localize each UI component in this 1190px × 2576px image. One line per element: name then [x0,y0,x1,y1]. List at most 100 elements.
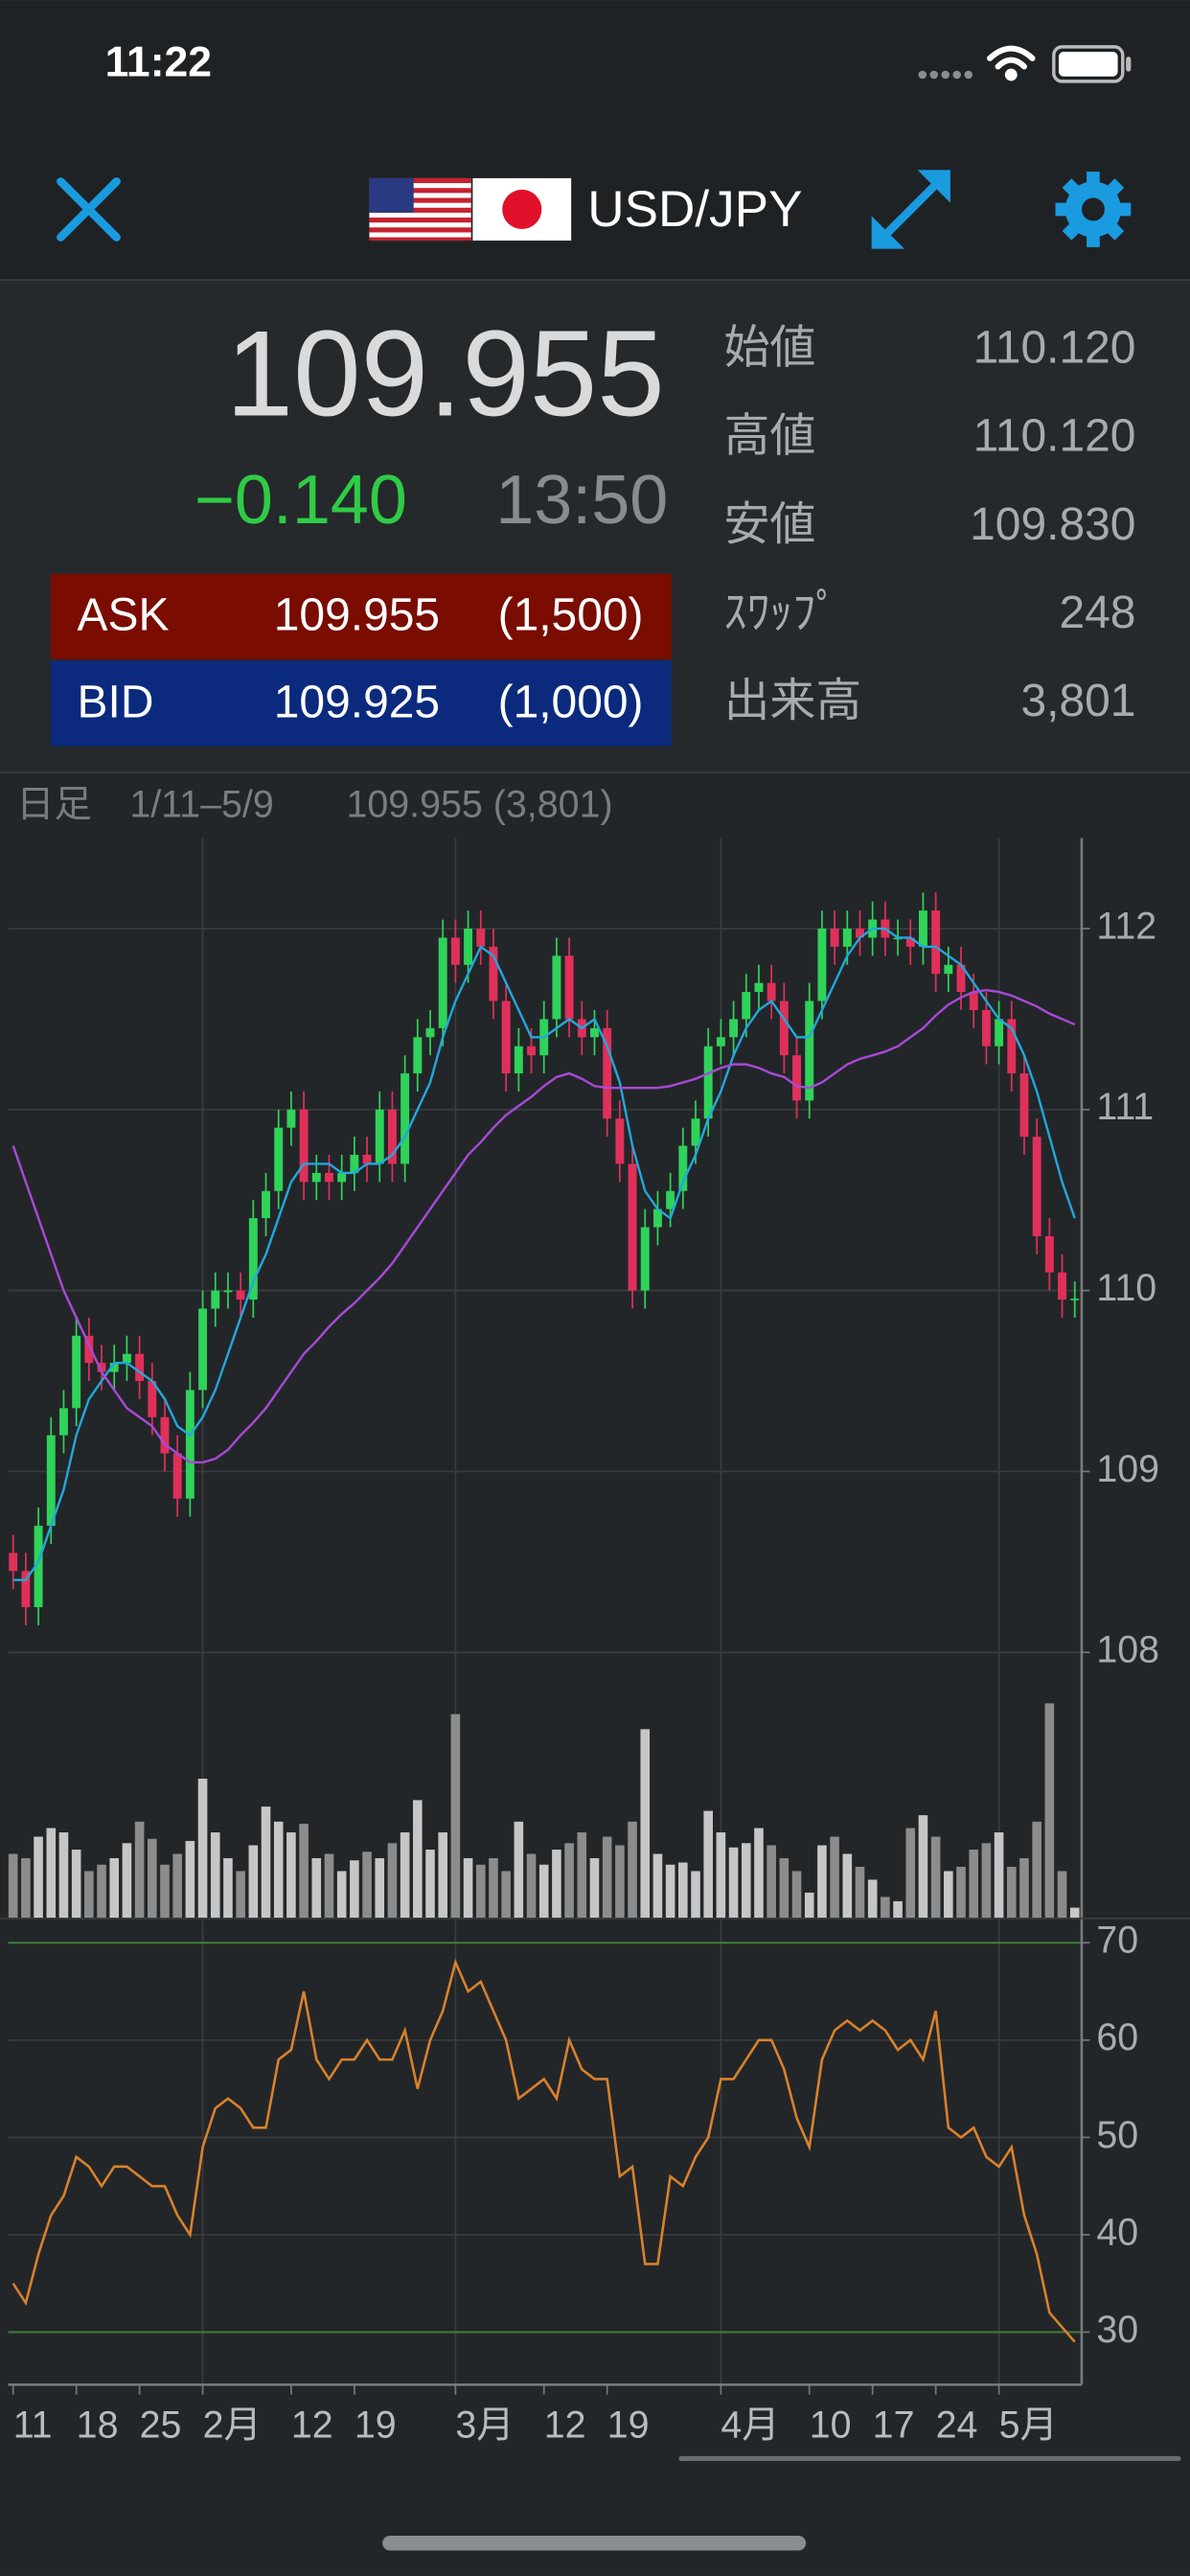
volume-bar [197,1778,208,1919]
volume-bar [728,1847,739,1919]
stat-label: ｽﾜｯﾌﾟ [723,587,838,638]
candle-body [856,929,864,938]
volume-bar [640,1729,651,1919]
ask-row [51,573,672,659]
volume-bar [956,1866,966,1919]
volume-bar [375,1857,385,1919]
stat-label: 始値 [723,322,815,373]
rsi-line [11,1958,1076,2343]
stat-label: 安値 [723,499,815,550]
candle-body [236,1290,245,1300]
candle-body [792,1055,801,1101]
candle-body [299,1109,309,1183]
volume-bar [362,1852,372,1919]
candle-body [400,1073,410,1164]
volume-bar [691,1871,700,1919]
candle-body [337,1172,347,1183]
candle-body [805,1000,814,1101]
y-tick-label: 112 [1096,905,1156,947]
candle-body [450,937,460,965]
x-tick-label: 19 [355,2404,397,2446]
stat-label: 出来高 [723,676,861,726]
volume-bar [34,1836,43,1919]
volume-bar [21,1857,31,1919]
stat-value: 110.120 [973,411,1136,462]
volume-bar [463,1857,473,1919]
volume-bar [1019,1857,1029,1919]
volume-bar [172,1853,182,1919]
currency-pair: USD/JPY [587,181,802,238]
bid-price: 109.925 [274,678,440,728]
x-tick-label: 10 [810,2404,852,2446]
y-tick-label: 40 [1096,2211,1138,2253]
x-tick-label: 18 [77,2404,119,2446]
stat-value: 109.830 [970,499,1135,550]
candle-body [628,1163,637,1291]
last-price: 109.955 [226,306,665,442]
stat-value: 3,801 [1020,676,1135,726]
candle-body [59,1408,68,1436]
candle-body [905,937,915,947]
candle-body [754,982,764,993]
volume-bar [8,1853,18,1919]
volume-bar [261,1806,271,1919]
volume-bar [160,1864,170,1919]
y-tick-label: 50 [1096,2114,1138,2156]
volume-bar [893,1900,903,1919]
volume-bar [842,1853,853,1919]
candle-body [742,992,751,1020]
volume-bar [1032,1821,1041,1919]
volume-bar [489,1857,498,1919]
candle-body [84,1335,94,1364]
volume-bar [981,1843,992,1919]
volume-bar [299,1824,309,1919]
x-tick-label: 3月 [455,2404,514,2446]
candle-body [325,1172,333,1183]
ask-size: (1,500) [498,590,644,641]
candle-body [842,929,852,947]
candle-body [767,982,776,1001]
candle-body [817,929,827,1001]
y-tick-label: 60 [1096,2016,1138,2058]
candle-body [109,1363,119,1372]
x-tick-label: 2月 [203,2404,262,2446]
volume-bar [930,1836,941,1919]
y-tick-label: 108 [1096,1629,1159,1671]
volume-bar [58,1832,69,1919]
candle-body [931,910,941,975]
candle-body [172,1453,182,1499]
signal-icon [918,70,973,80]
volume-bar [1057,1871,1067,1919]
close-button[interactable] [57,177,121,242]
candle-body [223,1290,233,1293]
jp-flag [472,177,572,242]
volume-bar [552,1850,561,1919]
volume-bar [678,1862,688,1919]
ask-price: 109.955 [274,590,440,641]
volume-bar [994,1832,1004,1919]
volume-bar [236,1871,245,1919]
candle-body [552,955,561,1020]
home-indicator [382,2535,807,2551]
candle-body [1044,1235,1054,1273]
candle-body [148,1381,157,1417]
volume-bar [628,1821,637,1919]
candle-body [1032,1137,1041,1236]
volume-bar [223,1857,233,1919]
candle-body [969,992,978,1010]
settings-button[interactable] [1055,172,1132,247]
volume-bar [881,1897,890,1919]
volume-bar [804,1892,814,1919]
candle-body [981,1009,991,1046]
bid-label: BID [78,678,154,728]
volume-bar [969,1850,979,1919]
y-tick-label: 110 [1096,1267,1156,1309]
x-tick-label: 4月 [721,2404,779,2446]
volume-bar [1006,1866,1017,1919]
y-tick-label: 111 [1096,1086,1154,1128]
volume-bar [185,1841,195,1919]
volume-bar [577,1832,587,1919]
volume-bar [84,1871,94,1919]
candle-body [274,1127,284,1191]
